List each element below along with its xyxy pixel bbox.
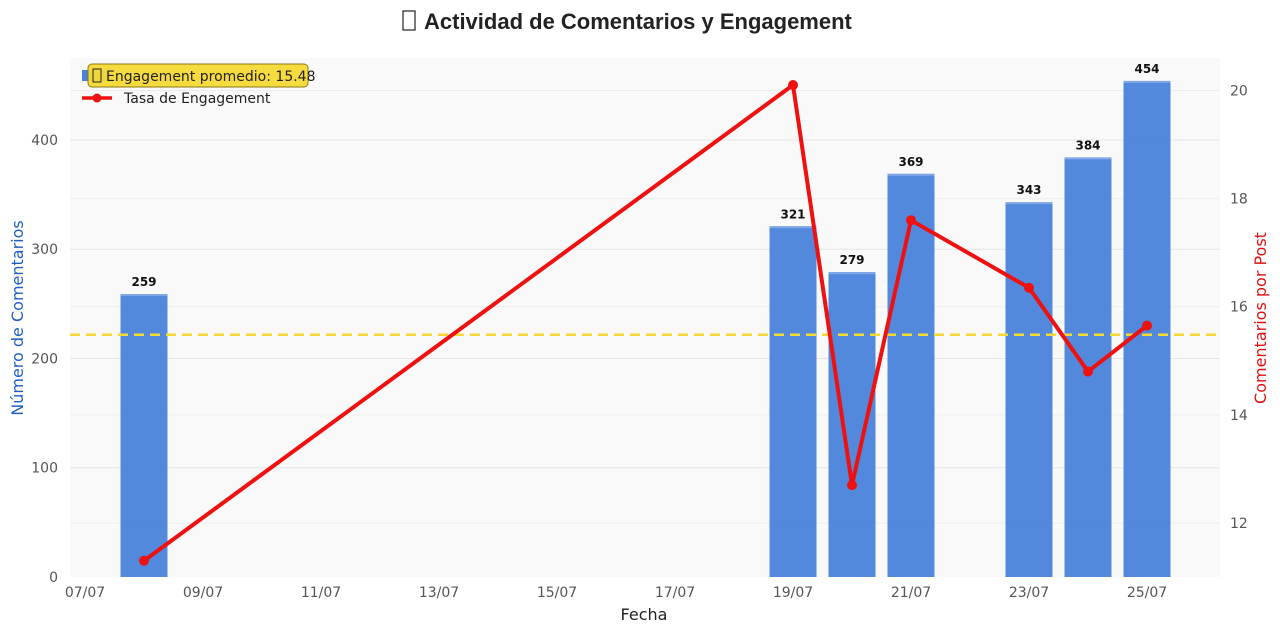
annotation-box [87,63,309,88]
x-axis-ticks: 07/07 09/07 11/07 13/07 15/07 17/07 19/07 21/07… [65,585,1167,601]
x-tick-9: 25/07 [1127,585,1167,601]
average-annotation: Engagement promedio: 15.48 [87,63,316,88]
bar-value-label-1: 321 [780,207,805,221]
engagement-point-2 [847,480,857,491]
engagement-point-6 [1142,320,1152,331]
left-tick-2: 200 [31,351,58,367]
engagement-point-1 [788,80,798,91]
left-tick-3: 300 [31,242,58,258]
x-tick-5: 17/07 [655,585,695,601]
engagement-line-series [139,80,1152,566]
x-tick-3: 13/07 [419,585,459,601]
bar-top-edge-1 [769,226,817,229]
engagement-point-4 [1024,282,1034,293]
bar-top-edge-3 [887,173,935,176]
right-y-axis-label: Comentarios por Post [1251,232,1270,404]
bar-top-edge-5 [1064,157,1112,160]
annotation-text: Engagement promedio: 15.48 [106,69,316,85]
bar-20-07 [828,272,876,577]
right-tick-2: 16 [1230,300,1248,316]
left-y-axis-ticks: 0 100 200 300 400 [31,133,58,586]
bar-value-label-2: 279 [839,253,864,267]
bar-value-label-6: 454 [1134,62,1159,76]
left-tick-1: 100 [31,461,58,477]
x-axis-label: Fecha [621,605,668,624]
engagement-point-5 [1083,366,1093,377]
legend: Tasa de Engagement Engagement promedio: … [82,63,316,107]
left-tick-0: 0 [49,570,58,586]
left-tick-4: 400 [31,133,58,149]
engagement-point-3 [906,215,916,226]
x-tick-8: 23/07 [1009,585,1049,601]
x-tick-2: 11/07 [301,585,341,601]
bar-08-07 [120,294,168,577]
bar-top-edge-0 [120,294,168,297]
bar-value-label-4: 343 [1016,183,1041,197]
legend-line-marker [92,93,102,103]
chart-title: Actividad de Comentarios y Engagement [402,9,853,34]
bar-value-label-5: 384 [1075,138,1100,152]
left-y-axis-label: Número de Comentarios [8,220,27,415]
chart-icon [402,10,416,31]
bar-19-07 [769,226,817,577]
right-y-axis-ticks: 12 14 16 18 20 [1230,83,1248,532]
legend-line-label: Tasa de Engagement [123,91,271,107]
bar-top-edge-6 [1123,80,1171,83]
annotation-icon [92,68,102,83]
x-tick-1: 09/07 [183,585,223,601]
bar-top-edge-2 [828,272,876,275]
chart-title-text: Actividad de Comentarios y Engagement [424,9,853,34]
bar-value-label-0: 259 [131,275,156,289]
bar-23-07 [1005,202,1053,578]
right-tick-1: 14 [1230,408,1248,424]
right-tick-0: 12 [1230,516,1248,532]
x-tick-0: 07/07 [65,585,105,601]
x-tick-6: 19/07 [773,585,813,601]
bar-top-edge-4 [1005,202,1053,205]
bar-21-07 [887,173,935,577]
x-tick-7: 21/07 [891,585,931,601]
bar-value-label-3: 369 [898,155,923,169]
right-tick-4: 20 [1230,83,1248,99]
bar-value-labels: 259 321 279 369 343 384 454 [131,62,1159,289]
right-tick-3: 18 [1230,192,1248,208]
x-tick-4: 15/07 [537,585,577,601]
engagement-point-0 [139,555,149,566]
